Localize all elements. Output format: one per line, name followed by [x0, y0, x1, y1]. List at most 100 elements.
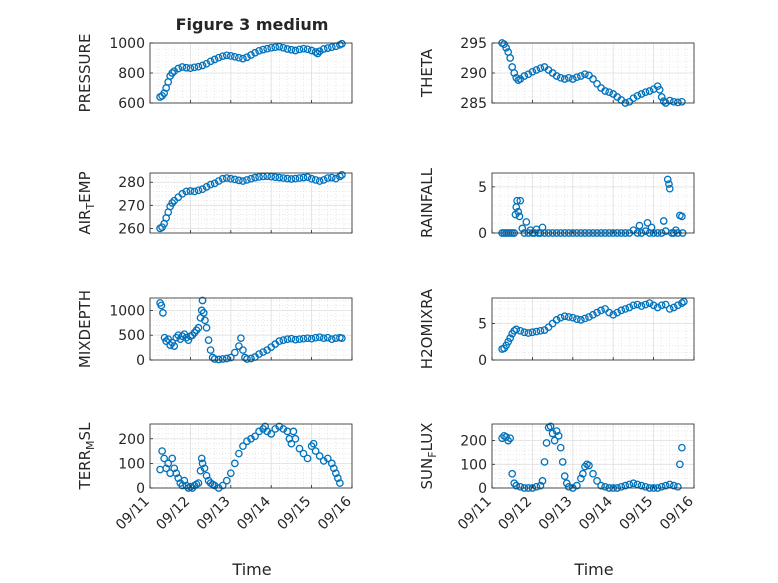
data-point [665, 305, 674, 313]
data-point [230, 175, 239, 184]
data-point [287, 439, 296, 448]
data-point [214, 355, 223, 364]
data-point [572, 73, 581, 82]
data-point [568, 75, 577, 83]
data-point [243, 437, 251, 446]
data-point [589, 75, 597, 83]
y-tick-label: 270 [118, 198, 145, 214]
data-point [271, 425, 280, 433]
data-point [210, 179, 219, 188]
data-point [605, 88, 614, 97]
data-point [168, 454, 177, 463]
data-point [597, 306, 605, 315]
data-point [251, 432, 259, 441]
data-point [307, 174, 316, 183]
data-point [601, 482, 609, 491]
data-point [174, 64, 183, 73]
data-point [597, 481, 605, 490]
data-point [520, 328, 529, 337]
axes-box [149, 297, 353, 361]
data-point [327, 173, 336, 182]
data-point [613, 308, 622, 317]
subplot-2: 285 290 295 THETA [418, 36, 695, 112]
data-point [202, 323, 211, 332]
data-point [255, 350, 263, 358]
data-point [552, 72, 561, 80]
data-point [609, 310, 618, 319]
axes-box [491, 423, 695, 489]
data-point [259, 348, 267, 356]
data-point [665, 180, 673, 188]
data-point [162, 464, 171, 473]
data-point [251, 48, 259, 57]
data-point [601, 87, 609, 95]
data-point [202, 471, 211, 480]
data-point [327, 43, 336, 52]
data-point [323, 174, 332, 182]
data-point [311, 333, 320, 342]
data-point [635, 221, 644, 230]
data-point [311, 176, 320, 184]
data-point [506, 334, 515, 342]
data-point [200, 464, 209, 473]
data-point [198, 61, 207, 70]
data-point [313, 49, 322, 58]
data-point [194, 62, 203, 71]
data-point [554, 432, 563, 440]
x-axis-label-left: Time [231, 560, 271, 579]
data-point [621, 481, 630, 490]
data-point [303, 334, 312, 343]
data-point [226, 174, 235, 183]
data-point [267, 429, 276, 438]
data-point [641, 227, 650, 236]
data-point [661, 481, 670, 490]
data-point [198, 185, 207, 194]
data-point [196, 466, 205, 475]
data-point [307, 334, 316, 343]
data-point [669, 97, 678, 106]
data-point [194, 186, 203, 195]
y-tick-label: 200 [460, 434, 487, 450]
data-point [516, 482, 525, 491]
data-point [589, 469, 597, 478]
y-tick-label: 290 [460, 66, 487, 82]
y-tick-label: 0 [478, 481, 487, 497]
subplot-4: 0 5 RAINFALL [418, 167, 695, 242]
data-point [319, 176, 328, 184]
data-point [669, 303, 678, 312]
data-point [295, 174, 304, 182]
subplot-1: 600 800 1000 PRESSURE [76, 34, 353, 112]
y-axis-label: TERRMSL [76, 422, 97, 491]
data-point [641, 88, 650, 97]
y-tick-label: 0 [478, 353, 487, 369]
data-point [226, 469, 235, 478]
data-point [649, 301, 658, 310]
data-point [581, 70, 589, 79]
data-point [202, 182, 211, 191]
data-point [197, 454, 206, 463]
data-point [678, 212, 686, 221]
data-point [617, 482, 626, 491]
data-point [617, 306, 626, 315]
y-axis-label: AIRTEMP [76, 171, 97, 234]
data-point [295, 45, 304, 54]
data-point [222, 51, 231, 60]
y-tick-label: 100 [460, 457, 487, 473]
data-point [593, 308, 601, 317]
y-axis-label: SUNFLUX [418, 423, 439, 490]
data-point [513, 196, 521, 205]
data-point [515, 212, 524, 221]
data-point [560, 75, 569, 83]
data-point [520, 72, 529, 80]
data-point [528, 67, 537, 76]
data-point [247, 434, 255, 443]
data-point [653, 303, 662, 312]
data-point [309, 439, 318, 448]
data-point [338, 170, 346, 179]
figure-title: Figure 3 medium [176, 15, 329, 34]
data-point [255, 427, 263, 436]
data-point [331, 469, 340, 478]
data-point [329, 464, 338, 473]
data-point [338, 334, 346, 343]
y-tick-label: 5 [478, 180, 487, 196]
